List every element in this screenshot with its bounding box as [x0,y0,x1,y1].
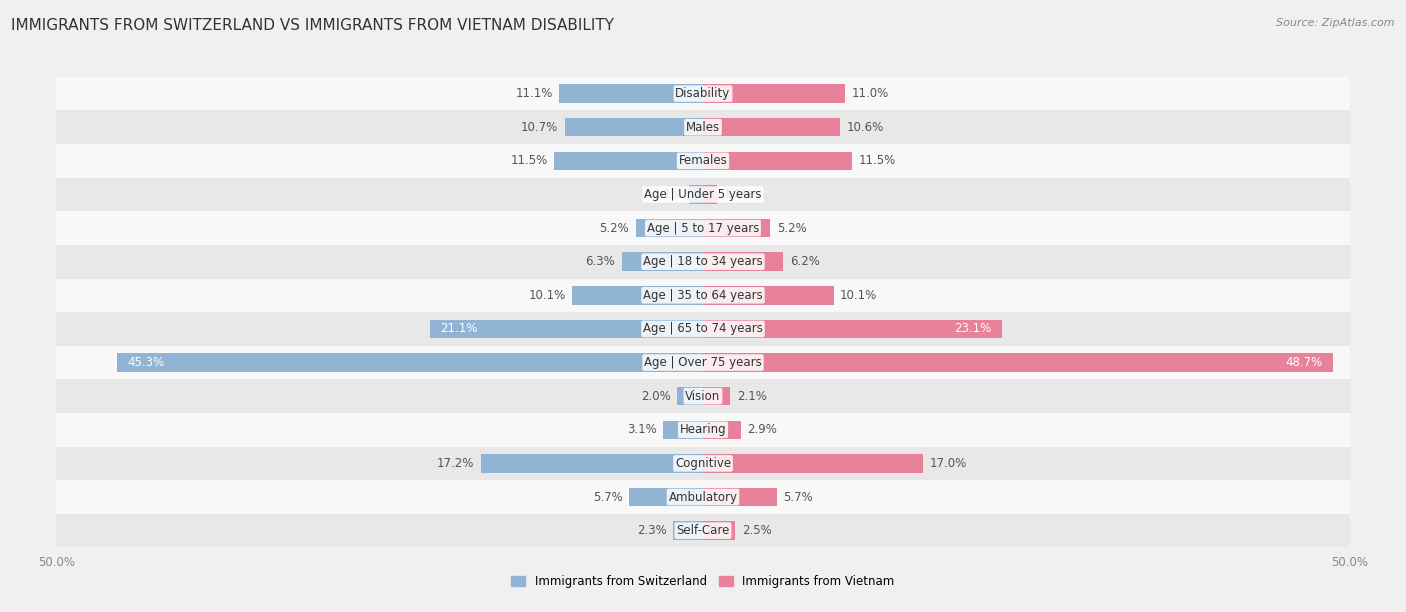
Bar [636,219,703,237]
Bar [703,521,735,540]
Bar [554,152,703,170]
Text: 45.3%: 45.3% [128,356,165,369]
Text: 2.5%: 2.5% [742,524,772,537]
Text: 5.2%: 5.2% [776,222,807,234]
Text: 6.3%: 6.3% [585,255,614,268]
Bar [703,185,717,204]
Text: 11.0%: 11.0% [852,87,889,100]
Bar [56,480,1350,514]
Bar [678,387,703,405]
Text: Disability: Disability [675,87,731,100]
Text: 10.6%: 10.6% [846,121,884,134]
Text: 11.5%: 11.5% [510,154,548,167]
Text: 1.1%: 1.1% [652,188,682,201]
Bar [56,514,1350,548]
Text: Hearing: Hearing [679,424,727,436]
Bar [703,84,845,103]
Text: Age | 18 to 34 years: Age | 18 to 34 years [643,255,763,268]
Bar [621,252,703,271]
Bar [56,447,1350,480]
Text: 23.1%: 23.1% [955,323,991,335]
Bar [56,177,1350,211]
Text: 6.2%: 6.2% [790,255,820,268]
Text: Vision: Vision [685,390,721,403]
Text: Cognitive: Cognitive [675,457,731,470]
Bar [673,521,703,540]
Bar [572,286,703,305]
Bar [703,387,730,405]
Bar [703,152,852,170]
Bar [56,245,1350,278]
Bar [481,454,703,472]
Text: Age | Over 75 years: Age | Over 75 years [644,356,762,369]
Bar [703,219,770,237]
Bar [703,319,1002,338]
Bar [630,488,703,506]
Text: 11.1%: 11.1% [516,87,553,100]
Bar [560,84,703,103]
Text: 10.7%: 10.7% [520,121,558,134]
Bar [56,278,1350,312]
Bar [703,286,834,305]
Bar [56,76,1350,110]
Bar [56,413,1350,447]
Text: 2.1%: 2.1% [737,390,766,403]
Text: Age | Under 5 years: Age | Under 5 years [644,188,762,201]
Text: 17.0%: 17.0% [929,457,966,470]
Text: 48.7%: 48.7% [1285,356,1323,369]
Bar [565,118,703,136]
Text: Females: Females [679,154,727,167]
Bar [56,312,1350,346]
Text: 2.9%: 2.9% [747,424,778,436]
Bar [56,144,1350,177]
Legend: Immigrants from Switzerland, Immigrants from Vietnam: Immigrants from Switzerland, Immigrants … [506,570,900,592]
Text: Source: ZipAtlas.com: Source: ZipAtlas.com [1277,18,1395,28]
Bar [56,346,1350,379]
Text: Self-Care: Self-Care [676,524,730,537]
Bar [689,185,703,204]
Bar [56,211,1350,245]
Text: 5.7%: 5.7% [593,490,623,504]
Text: IMMIGRANTS FROM SWITZERLAND VS IMMIGRANTS FROM VIETNAM DISABILITY: IMMIGRANTS FROM SWITZERLAND VS IMMIGRANT… [11,18,614,34]
Bar [56,110,1350,144]
Bar [703,252,783,271]
Bar [703,454,922,472]
Bar [662,420,703,439]
Text: Age | 35 to 64 years: Age | 35 to 64 years [643,289,763,302]
Text: Age | 65 to 74 years: Age | 65 to 74 years [643,323,763,335]
Bar [117,353,703,371]
Text: 2.3%: 2.3% [637,524,666,537]
Text: 1.1%: 1.1% [724,188,754,201]
Bar [703,118,841,136]
Text: 3.1%: 3.1% [627,424,657,436]
Text: 10.1%: 10.1% [529,289,565,302]
Text: 17.2%: 17.2% [437,457,474,470]
Text: 2.0%: 2.0% [641,390,671,403]
Text: Males: Males [686,121,720,134]
Bar [430,319,703,338]
Bar [703,420,741,439]
Text: 5.2%: 5.2% [599,222,630,234]
Text: Age | 5 to 17 years: Age | 5 to 17 years [647,222,759,234]
Text: 11.5%: 11.5% [858,154,896,167]
Bar [703,353,1333,371]
Bar [56,379,1350,413]
Text: 10.1%: 10.1% [841,289,877,302]
Text: Ambulatory: Ambulatory [668,490,738,504]
Text: 21.1%: 21.1% [440,323,478,335]
Bar [703,488,776,506]
Text: 5.7%: 5.7% [783,490,813,504]
